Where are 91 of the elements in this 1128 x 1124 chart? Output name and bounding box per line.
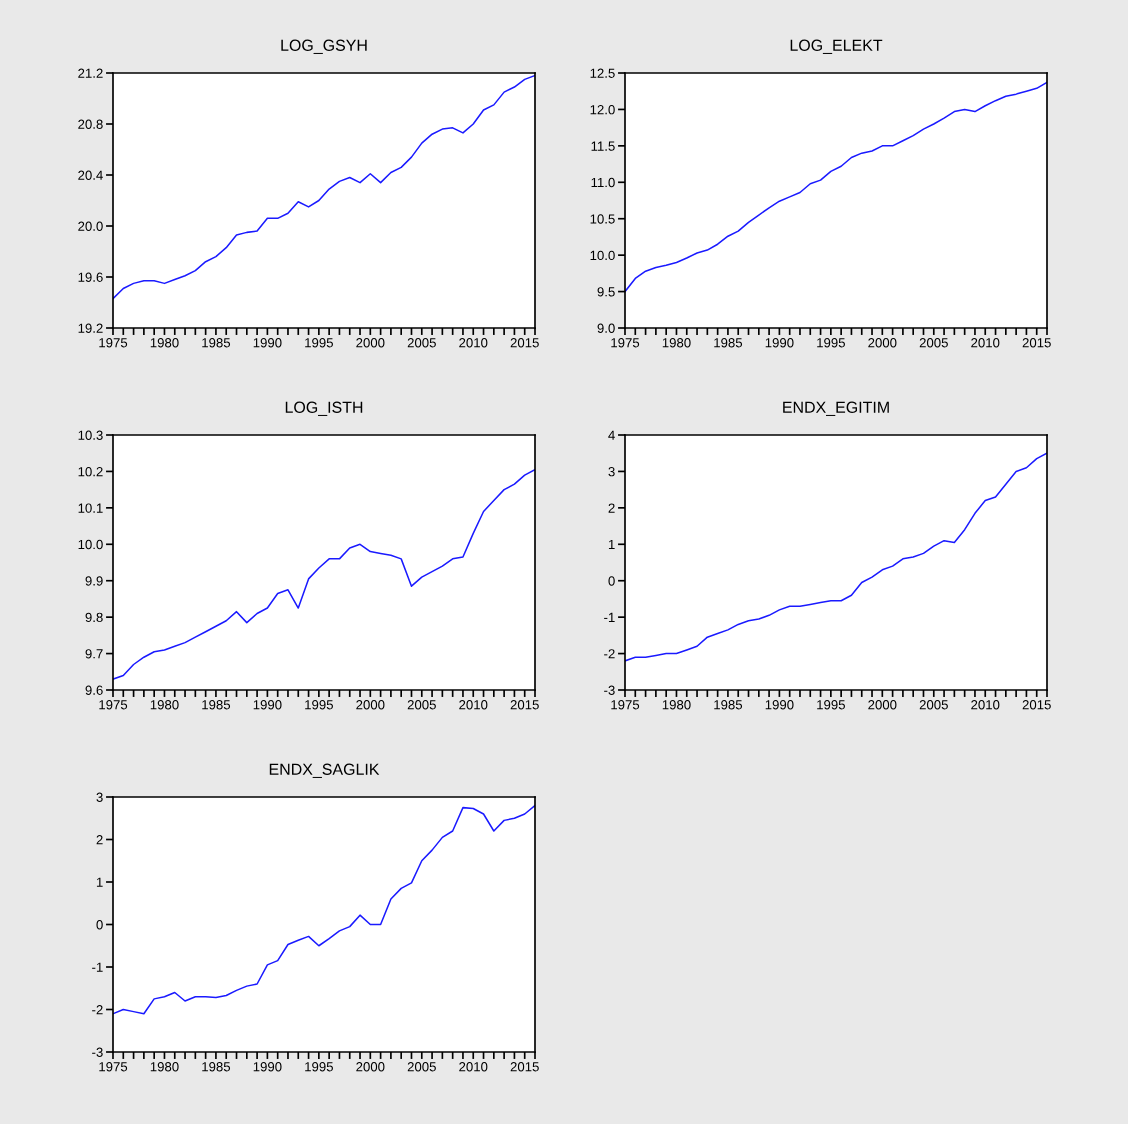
x-tick-label: 2015 — [1022, 700, 1051, 710]
y-tick-label: 0 — [608, 576, 615, 586]
x-tick-label: 2010 — [971, 700, 1000, 710]
line-series — [625, 452, 1047, 662]
chart-title: LOG_GSYH — [281, 39, 367, 54]
x-tick-label: 1995 — [305, 1062, 333, 1072]
x-tick-label: 2015 — [510, 1062, 539, 1072]
y-tick-label: 11.0 — [591, 177, 615, 188]
y-tick-label: 9.7 — [85, 649, 103, 659]
y-tick-label: 10.3 — [78, 430, 103, 440]
line-series — [113, 804, 535, 1015]
x-tick-label: 1990 — [253, 338, 282, 348]
x-tick-label: 1990 — [765, 338, 794, 348]
x-tick-label: 2015 — [1022, 338, 1051, 348]
y-tick-label: 10.2 — [78, 467, 103, 477]
y-tick-label: -3 — [92, 1047, 103, 1057]
x-tick-label: 1990 — [253, 700, 282, 710]
x-tick-label: 2000 — [356, 1062, 385, 1072]
x-tick-label: 2000 — [868, 338, 897, 348]
y-tick-label: 11.5 — [591, 141, 615, 151]
x-tick-label: 1980 — [662, 338, 691, 348]
x-tick-label: 1980 — [150, 1062, 179, 1072]
x-tick-label: 1995 — [305, 700, 333, 710]
y-tick-label: 20.8 — [78, 119, 103, 129]
y-tick-label: 19.2 — [78, 323, 103, 333]
chart-title: LOG_ELEKT — [790, 39, 883, 54]
y-tick-label: 3 — [96, 792, 103, 802]
y-tick-label: -1 — [604, 612, 615, 622]
x-tick-label: 2005 — [407, 700, 436, 710]
y-tick-label: 20.0 — [78, 221, 103, 231]
x-tick-label: 1990 — [765, 700, 794, 710]
y-tick-label: 4 — [608, 430, 615, 440]
y-tick-label: 3 — [608, 467, 615, 477]
x-tick-label: 1980 — [150, 338, 179, 348]
y-tick-label: 0 — [96, 920, 103, 930]
x-tick-label: 2000 — [356, 700, 385, 710]
x-tick-label: 1985 — [714, 338, 743, 348]
y-tick-label: 1 — [96, 877, 103, 887]
x-tick-label: 2010 — [459, 1062, 488, 1072]
y-tick-label: -3 — [604, 685, 615, 695]
chart-title: ENDX_SAGLIK — [269, 763, 380, 778]
x-tick-label: 2005 — [407, 1062, 436, 1072]
x-tick-label: 2005 — [919, 700, 948, 710]
line-series — [113, 468, 535, 680]
x-tick-label: 1975 — [611, 700, 640, 710]
x-tick-label: 2010 — [459, 700, 488, 710]
chart-title: LOG_ISTH — [285, 401, 363, 416]
y-tick-label: 9.9 — [85, 576, 103, 586]
y-tick-label: 21.2 — [78, 68, 103, 78]
y-tick-label: 9.0 — [597, 323, 615, 333]
x-tick-label: 1995 — [817, 338, 845, 348]
x-tick-label: 1985 — [714, 700, 743, 710]
x-tick-label: 2000 — [868, 700, 897, 710]
x-tick-label: 2015 — [510, 700, 539, 710]
line-series — [625, 81, 1047, 293]
x-tick-label: 1990 — [253, 1062, 282, 1072]
x-tick-label: 1980 — [662, 700, 691, 710]
y-tick-label: 10.1 — [78, 503, 103, 513]
y-tick-label: -2 — [604, 649, 615, 659]
x-tick-label: 1985 — [202, 338, 231, 348]
y-tick-label: 1 — [608, 539, 615, 550]
x-tick-label: 1985 — [202, 700, 231, 710]
y-tick-label: 20.4 — [78, 170, 103, 180]
y-tick-label: 10.0 — [78, 539, 103, 550]
y-tick-label: -2 — [92, 1005, 103, 1015]
x-tick-label: 1985 — [202, 1062, 231, 1072]
y-tick-label: 9.8 — [85, 612, 103, 623]
y-tick-label: 10.0 — [590, 250, 615, 261]
x-tick-label: 1975 — [99, 338, 128, 348]
y-tick-label: 19.6 — [78, 272, 103, 282]
y-tick-label: 12.5 — [590, 68, 615, 78]
chart-title: ENDX_EGITIM — [783, 401, 889, 416]
x-tick-label: 2010 — [971, 338, 1000, 348]
x-tick-label: 2005 — [919, 338, 948, 348]
x-tick-label: 1995 — [817, 700, 845, 710]
y-tick-label: 10.5 — [590, 214, 615, 224]
x-tick-label: 2010 — [459, 338, 488, 348]
x-tick-label: 1975 — [611, 338, 640, 348]
x-tick-label: 1980 — [150, 700, 179, 710]
x-tick-label: 1975 — [99, 1062, 128, 1072]
y-tick-label: 2 — [96, 835, 103, 845]
y-tick-label: 12.0 — [590, 105, 615, 115]
x-tick-label: 2005 — [407, 338, 436, 348]
y-tick-label: 2 — [608, 503, 615, 513]
x-tick-label: 2000 — [356, 338, 385, 348]
y-tick-label: -1 — [92, 962, 103, 972]
y-tick-label: 9.5 — [597, 287, 615, 297]
x-tick-label: 1975 — [99, 700, 128, 710]
x-tick-label: 2015 — [510, 338, 539, 348]
x-tick-label: 1995 — [305, 338, 333, 348]
y-tick-label: 9.6 — [85, 685, 103, 695]
